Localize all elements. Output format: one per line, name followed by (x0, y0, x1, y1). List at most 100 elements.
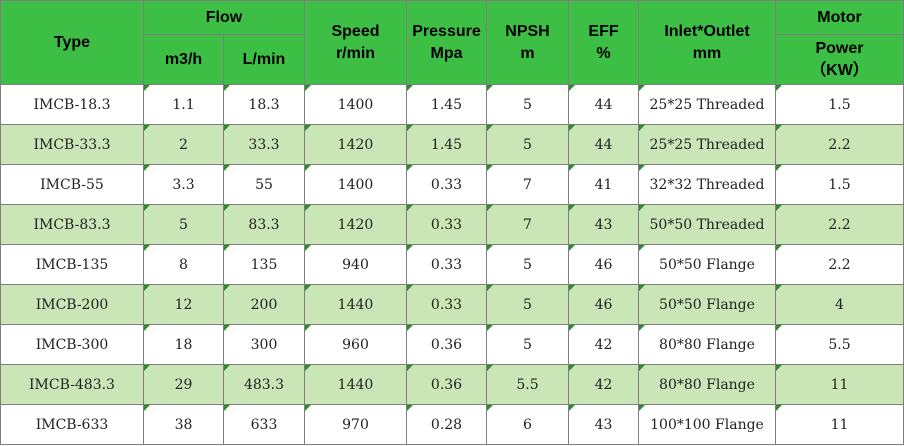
cell-power: 5.5 (775, 324, 904, 365)
cell-type: IMCB-200 (0, 284, 144, 325)
header-row-1: Type Flow Speed r/min Pressure Mpa NPSH … (0, 0, 904, 85)
cell-pressure: 0.36 (406, 364, 487, 405)
cell-speed: 960 (304, 324, 407, 365)
cell-flow-m3h: 1.1 (143, 84, 224, 125)
table-row: IMCB-135 8 135 940 0.33 5 46 50*50 Flange 2.2 (0, 244, 904, 285)
table-row: IMCB-633 38 633 970 0.28 6 43 100*100 Flange 11 (0, 404, 904, 445)
header-flow-lmin: L/min (223, 34, 305, 85)
cell-pressure: 0.36 (406, 324, 487, 365)
cell-speed: 940 (304, 244, 407, 285)
cell-pressure: 0.33 (406, 164, 487, 205)
cell-flow-m3h: 38 (143, 404, 224, 445)
cell-type: IMCB-483.3 (0, 364, 144, 405)
cell-npsh: 5 (486, 124, 569, 165)
table-row: IMCB-55 3.3 55 1400 0.33 7 41 32*32 Threaded 1.5 (0, 164, 904, 205)
cell-flow-lmin: 83.3 (223, 204, 305, 245)
cell-inlet-outlet: 80*80 Flange (638, 324, 776, 365)
cell-flow-m3h: 12 (143, 284, 224, 325)
cell-inlet-outlet: 50*50 Threaded (638, 204, 776, 245)
cell-eff: 46 (568, 284, 639, 325)
cell-type: IMCB-300 (0, 324, 144, 365)
cell-eff: 42 (568, 324, 639, 365)
cell-inlet-outlet: 32*32 Threaded (638, 164, 776, 205)
table-row: IMCB-33.3 2 33.3 1420 1.45 5 44 25*25 Threaded 2… (0, 124, 904, 165)
cell-pressure: 0.28 (406, 404, 487, 445)
cell-speed: 1440 (304, 284, 407, 325)
cell-type: IMCB-33.3 (0, 124, 144, 165)
cell-type: IMCB-18.3 (0, 84, 144, 125)
header-pressure: Pressure Mpa (406, 0, 487, 85)
cell-eff: 41 (568, 164, 639, 205)
cell-eff: 43 (568, 404, 639, 445)
table-row: IMCB-300 18 300 960 0.36 5 42 80*80 Flange 5.5 (0, 324, 904, 365)
cell-npsh: 7 (486, 164, 569, 205)
cell-eff: 43 (568, 204, 639, 245)
header-type: Type (0, 0, 144, 85)
cell-flow-lmin: 33.3 (223, 124, 305, 165)
cell-eff: 46 (568, 244, 639, 285)
header-flow-m3h: m3/h (143, 34, 224, 85)
header-inlet-outlet: Inlet*Outlet mm (638, 0, 776, 85)
table-row: IMCB-83.3 5 83.3 1420 0.33 7 43 50*50 Threaded 2… (0, 204, 904, 245)
header-npsh: NPSH m (486, 0, 569, 85)
cell-power: 2.2 (775, 124, 904, 165)
cell-inlet-outlet: 50*50 Flange (638, 284, 776, 325)
header-eff: EFF % (568, 0, 639, 85)
cell-flow-m3h: 18 (143, 324, 224, 365)
cell-flow-lmin: 18.3 (223, 84, 305, 125)
cell-flow-m3h: 8 (143, 244, 224, 285)
cell-speed: 1420 (304, 124, 407, 165)
cell-flow-lmin: 55 (223, 164, 305, 205)
cell-speed: 1440 (304, 364, 407, 405)
header-speed: Speed r/min (304, 0, 407, 85)
cell-power: 1.5 (775, 84, 904, 125)
cell-flow-lmin: 633 (223, 404, 305, 445)
cell-speed: 1400 (304, 164, 407, 205)
cell-type: IMCB-55 (0, 164, 144, 205)
cell-flow-m3h: 3.3 (143, 164, 224, 205)
cell-power: 2.2 (775, 244, 904, 285)
header-flow: Flow (143, 0, 305, 35)
cell-power: 11 (775, 404, 904, 445)
cell-power: 2.2 (775, 204, 904, 245)
cell-type: IMCB-83.3 (0, 204, 144, 245)
cell-npsh: 5.5 (486, 364, 569, 405)
header-power: Power （KW） (775, 34, 904, 85)
cell-npsh: 5 (486, 324, 569, 365)
cell-pressure: 0.33 (406, 284, 487, 325)
cell-pressure: 0.33 (406, 204, 487, 245)
cell-npsh: 5 (486, 244, 569, 285)
header-motor: Motor (775, 0, 904, 35)
cell-npsh: 5 (486, 284, 569, 325)
table-body: IMCB-18.3 1.1 18.3 1400 1.45 5 44 25*25 Threade… (0, 84, 904, 445)
cell-inlet-outlet: 50*50 Flange (638, 244, 776, 285)
cell-type: IMCB-633 (0, 404, 144, 445)
cell-npsh: 7 (486, 204, 569, 245)
cell-eff: 44 (568, 124, 639, 165)
cell-speed: 970 (304, 404, 407, 445)
cell-inlet-outlet: 80*80 Flange (638, 364, 776, 405)
cell-flow-lmin: 200 (223, 284, 305, 325)
cell-flow-m3h: 5 (143, 204, 224, 245)
cell-flow-lmin: 483.3 (223, 364, 305, 405)
cell-flow-m3h: 29 (143, 364, 224, 405)
cell-inlet-outlet: 25*25 Threaded (638, 84, 776, 125)
table-row: IMCB-200 12 200 1440 0.33 5 46 50*50 Flange 4 (0, 284, 904, 325)
cell-power: 11 (775, 364, 904, 405)
cell-npsh: 5 (486, 84, 569, 125)
header-row-2: m3/h L/min Power （KW） (1, 34, 904, 85)
cell-flow-m3h: 2 (143, 124, 224, 165)
cell-pressure: 0.33 (406, 244, 487, 285)
cell-flow-lmin: 300 (223, 324, 305, 365)
cell-power: 4 (775, 284, 904, 325)
cell-type: IMCB-135 (0, 244, 144, 285)
cell-eff: 42 (568, 364, 639, 405)
cell-inlet-outlet: 25*25 Threaded (638, 124, 776, 165)
cell-power: 1.5 (775, 164, 904, 205)
cell-eff: 44 (568, 84, 639, 125)
cell-pressure: 1.45 (406, 124, 487, 165)
cell-speed: 1400 (304, 84, 407, 125)
cell-inlet-outlet: 100*100 Flange (638, 404, 776, 445)
cell-pressure: 1.45 (406, 84, 487, 125)
